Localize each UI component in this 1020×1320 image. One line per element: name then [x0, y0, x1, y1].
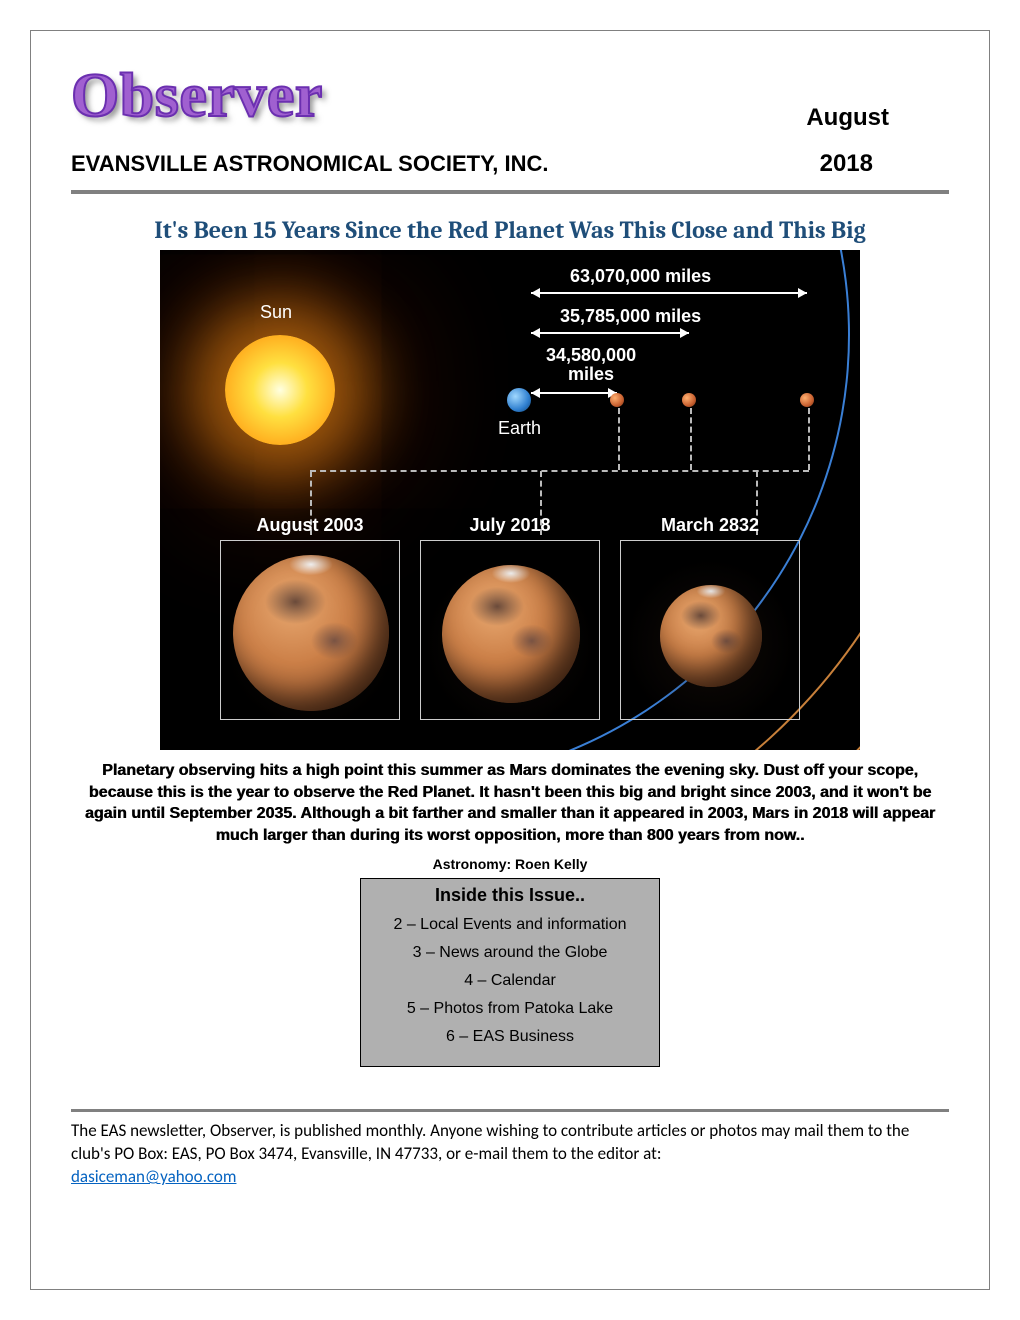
dash-h: [310, 470, 809, 472]
mars-dot-2018: [682, 393, 696, 407]
toc-item-2: 2 – Local Events and information: [361, 916, 659, 934]
distance-label-2: 35,785,000 miles: [560, 306, 701, 327]
header-divider: [71, 190, 949, 194]
footer-divider: [71, 1109, 949, 1112]
mars-image-2018: [442, 565, 580, 703]
mars-image-2832: [660, 585, 762, 687]
dash-v2: [690, 408, 692, 470]
mars-distance-infographic: Sun Earth 63,070,000 miles 35,785,000 mi…: [160, 250, 860, 750]
table-of-contents: Inside this Issue.. 2 – Local Events and…: [360, 878, 660, 1067]
earth-icon: [507, 388, 531, 412]
distance-arrow-3: [531, 292, 807, 294]
toc-item-6: 6 – EAS Business: [361, 1028, 659, 1046]
mars-box-2018-label: July 2018: [421, 515, 599, 536]
dash-v3: [808, 408, 810, 470]
earth-label: Earth: [498, 418, 541, 439]
toc-item-4: 4 – Calendar: [361, 972, 659, 990]
header-row: Observer August: [71, 61, 949, 132]
distance-label-3: 63,070,000 miles: [570, 266, 711, 287]
article-caption: Planetary observing hits a high point th…: [81, 760, 939, 846]
issue-month: August: [806, 104, 949, 132]
footer-body: The EAS newsletter, Observer, is publish…: [71, 1120, 909, 1164]
mars-dot-2003: [610, 393, 624, 407]
toc-item-3: 3 – News around the Globe: [361, 944, 659, 962]
toc-item-5: 5 – Photos from Patoka Lake: [361, 1000, 659, 1018]
masthead-title: Observer: [71, 61, 323, 132]
mars-box-2832: March 2832: [620, 540, 800, 720]
mars-box-2003: August 2003: [220, 540, 400, 720]
page-frame: Observer August EVANSVILLE ASTRONOMICAL …: [30, 30, 990, 1290]
distance-arrow-2: [531, 332, 689, 334]
image-credit: Astronomy: Roen Kelly: [71, 856, 949, 872]
sun-label: Sun: [260, 302, 292, 323]
distance-arrow-1: [531, 392, 617, 394]
footer-text: The EAS newsletter, Observer, is publish…: [71, 1120, 949, 1189]
mars-image-2003: [233, 555, 389, 711]
toc-title: Inside this Issue..: [361, 885, 659, 906]
issue-year: 2018: [820, 150, 949, 178]
dash-v1: [618, 408, 620, 470]
sub-header-row: EVANSVILLE ASTRONOMICAL SOCIETY, INC. 20…: [71, 150, 949, 190]
distance-label-1-line1: 34,580,000: [546, 345, 636, 365]
distance-label-1-line2: miles: [568, 364, 614, 384]
mars-box-2003-label: August 2003: [221, 515, 399, 536]
editor-email-link[interactable]: dasiceman@yahoo.com: [71, 1166, 236, 1187]
sun-icon: [225, 335, 335, 445]
mars-dot-2832: [800, 393, 814, 407]
article-title: It's Been 15 Years Since the Red Planet …: [71, 216, 949, 244]
organization-name: EVANSVILLE ASTRONOMICAL SOCIETY, INC.: [71, 151, 549, 177]
mars-box-2832-label: March 2832: [621, 515, 799, 536]
mars-box-2018: July 2018: [420, 540, 600, 720]
distance-label-1: 34,580,000 miles: [546, 346, 636, 384]
